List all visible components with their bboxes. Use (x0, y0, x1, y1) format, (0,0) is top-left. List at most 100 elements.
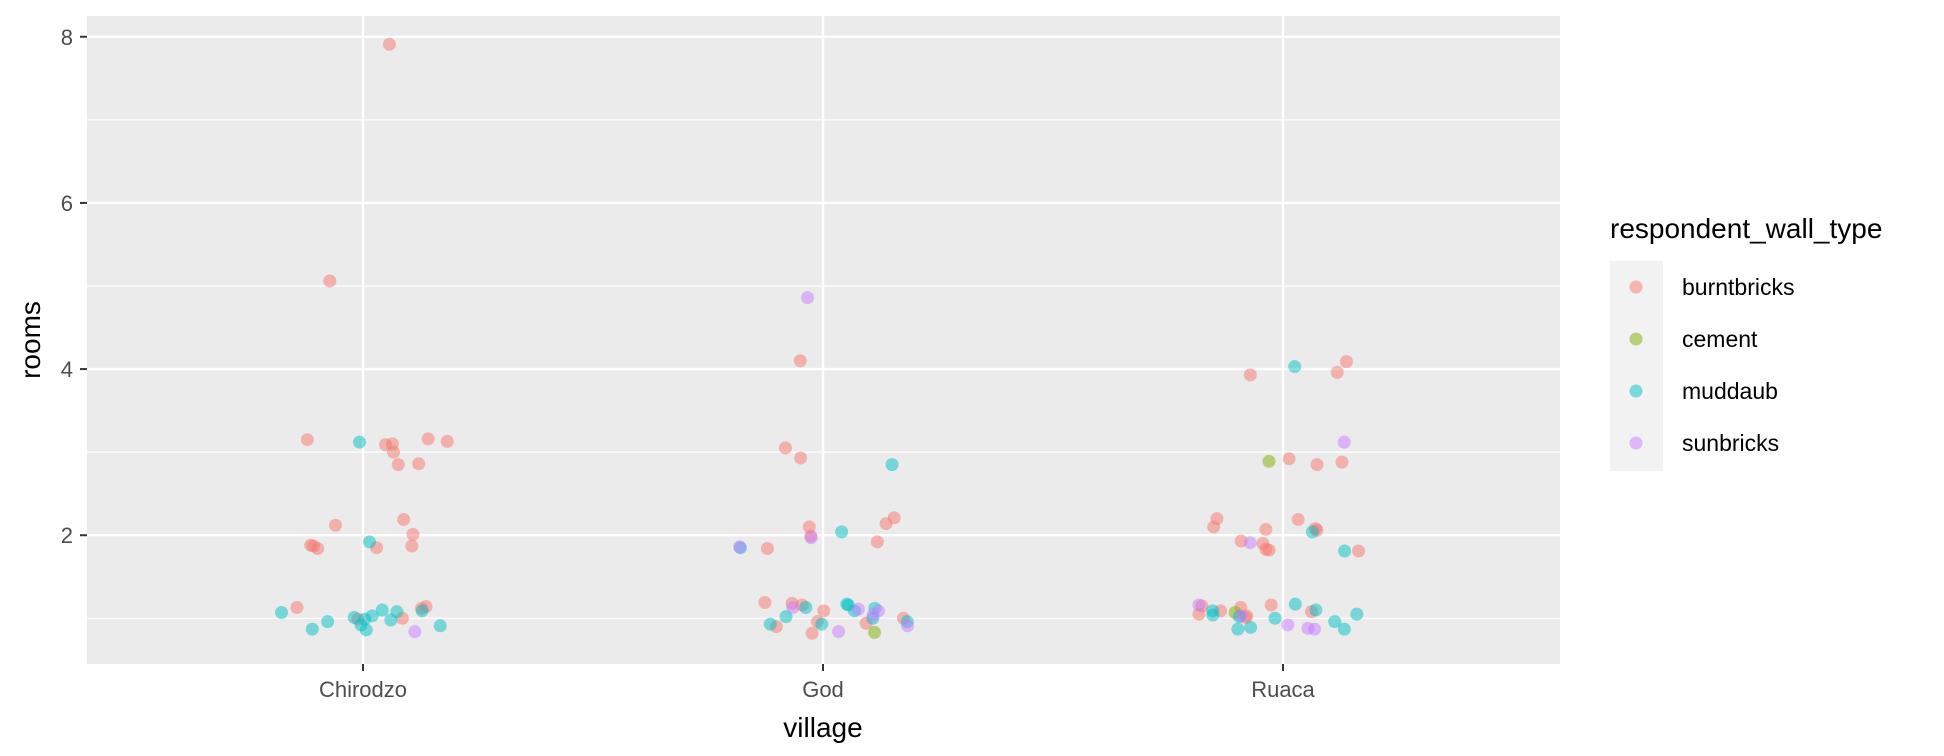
data-point-burntbricks (817, 604, 831, 618)
data-point-muddaub (1206, 608, 1220, 622)
data-point-burntbricks (778, 441, 792, 455)
y-tick-label: 8 (61, 25, 73, 50)
data-point-sunbricks (1234, 609, 1248, 623)
data-point-muddaub (305, 622, 319, 636)
legend-key-muddaub (1629, 384, 1643, 398)
data-point-burntbricks (805, 626, 819, 640)
data-point-sunbricks (733, 540, 747, 554)
legend: respondent_wall_type burntbricks cement mu… (1610, 213, 1882, 471)
data-point-cement (1262, 454, 1276, 468)
data-point-burntbricks (1310, 458, 1324, 472)
x-axis-title: village (783, 712, 862, 743)
data-point-burntbricks (412, 457, 426, 471)
data-point-burntbricks (1207, 520, 1221, 534)
y-tick-label: 4 (61, 357, 73, 382)
data-point-muddaub (415, 604, 429, 618)
data-point-burntbricks (1351, 544, 1365, 558)
x-tick-label: God (802, 677, 844, 702)
data-point-burntbricks (879, 517, 893, 531)
data-point-sunbricks (832, 625, 846, 639)
data-point-sunbricks (1281, 618, 1295, 632)
y-tick-label: 2 (61, 523, 73, 548)
data-point-sunbricks (801, 291, 815, 305)
legend-entries: burntbricks cement muddaub sunbricks (1629, 274, 1794, 456)
data-point-muddaub (763, 617, 777, 631)
data-point-muddaub (1338, 544, 1352, 558)
legend-key-burntbricks (1629, 280, 1643, 294)
data-point-burntbricks (385, 437, 399, 451)
data-point-muddaub (1328, 615, 1342, 629)
data-point-sunbricks (866, 608, 880, 622)
data-point-burntbricks (1291, 512, 1305, 526)
data-point-muddaub (275, 605, 289, 619)
data-point-burntbricks (300, 433, 314, 447)
data-point-muddaub (1244, 620, 1258, 634)
data-point-sunbricks (1308, 622, 1322, 636)
data-point-muddaub (352, 435, 366, 449)
data-point-burntbricks (290, 601, 304, 615)
data-point-burntbricks (328, 518, 342, 532)
legend-label: burntbricks (1682, 274, 1794, 300)
data-point-muddaub (799, 601, 813, 615)
data-point-burntbricks (440, 434, 454, 448)
data-point-burntbricks (307, 539, 321, 553)
y-axis: 2 4 6 8 (61, 25, 87, 548)
data-point-sunbricks (408, 625, 422, 639)
legend-key-sunbricks (1629, 436, 1643, 450)
data-point-muddaub (1350, 607, 1364, 621)
data-point-burntbricks (760, 542, 774, 556)
legend-label: cement (1682, 326, 1758, 352)
data-point-muddaub (1288, 360, 1302, 374)
data-point-muddaub (1268, 611, 1282, 625)
x-tick-label: Ruaca (1251, 677, 1315, 702)
data-point-muddaub (1231, 622, 1245, 636)
data-point-muddaub (1337, 622, 1351, 636)
data-point-burntbricks (421, 432, 435, 446)
data-point-burntbricks (758, 596, 772, 610)
data-point-burntbricks (1243, 368, 1257, 382)
data-point-muddaub (1288, 597, 1302, 611)
data-point-burntbricks (405, 539, 419, 553)
data-point-burntbricks (793, 354, 807, 368)
data-point-muddaub (815, 617, 829, 631)
data-point-muddaub (375, 603, 389, 617)
x-tick-label: Chirodzo (319, 677, 407, 702)
data-point-burntbricks (397, 512, 411, 526)
data-point-burntbricks (1259, 522, 1273, 536)
data-point-sunbricks (1192, 598, 1206, 612)
data-points (275, 37, 1365, 640)
legend-label: muddaub (1682, 378, 1778, 404)
legend-title: respondent_wall_type (1610, 213, 1882, 244)
legend-label: sunbricks (1682, 430, 1779, 456)
data-point-burntbricks (1264, 598, 1278, 612)
legend-key-background (1610, 261, 1663, 471)
data-point-burntbricks (1330, 365, 1344, 379)
data-point-muddaub (433, 619, 447, 633)
data-point-burntbricks (1339, 355, 1353, 369)
data-point-muddaub (779, 610, 793, 624)
data-point-muddaub (384, 613, 398, 627)
data-point-sunbricks (804, 531, 818, 545)
x-axis: Chirodzo God Ruaca (319, 664, 1316, 702)
data-point-sunbricks (1243, 536, 1257, 550)
data-point-burntbricks (870, 535, 884, 549)
data-point-muddaub (885, 458, 899, 472)
data-point-burntbricks (794, 451, 808, 465)
data-point-burntbricks (382, 37, 396, 51)
legend-key-cement (1629, 332, 1643, 346)
data-point-burntbricks (1192, 607, 1206, 621)
data-point-muddaub (1305, 525, 1319, 539)
data-point-muddaub (321, 615, 335, 629)
data-point-muddaub (359, 623, 373, 637)
data-point-muddaub (835, 525, 849, 539)
data-point-sunbricks (901, 619, 915, 633)
data-point-sunbricks (786, 601, 800, 615)
data-point-muddaub (1309, 603, 1323, 617)
y-axis-title: rooms (15, 301, 46, 379)
data-point-muddaub (363, 535, 377, 549)
data-point-sunbricks (851, 602, 865, 616)
major-gridlines (87, 16, 1560, 664)
data-point-cement (868, 625, 882, 639)
data-point-sunbricks (1337, 435, 1351, 449)
